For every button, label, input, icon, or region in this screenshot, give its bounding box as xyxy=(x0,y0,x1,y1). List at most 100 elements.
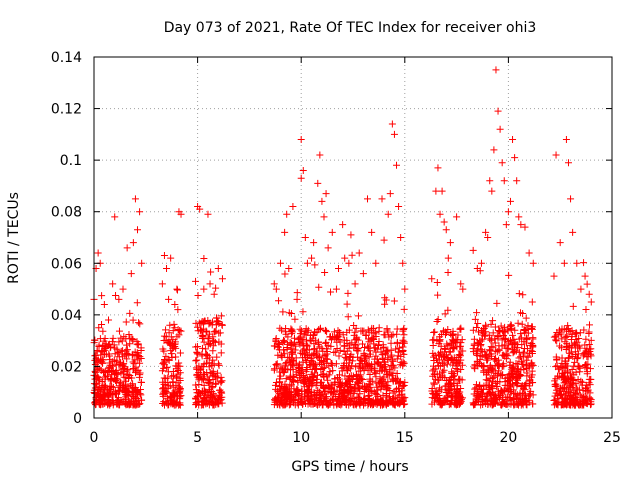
data-point-dense xyxy=(286,395,294,403)
data-point-dense xyxy=(288,330,296,338)
data-point-dense xyxy=(117,334,125,342)
data-point-dense xyxy=(568,366,576,374)
data-point-dense xyxy=(500,386,508,394)
data-point-dense xyxy=(517,358,525,366)
data-point-dense xyxy=(204,389,212,397)
data-point-dense xyxy=(470,335,478,343)
data-point-dense xyxy=(327,288,335,296)
data-point-dense xyxy=(386,387,394,395)
data-point-dense xyxy=(440,353,448,361)
data-point-dense xyxy=(107,376,115,384)
data-point-dense xyxy=(438,372,446,380)
data-point-dense xyxy=(96,399,104,407)
data-point-dense xyxy=(96,335,104,343)
data-point-dense xyxy=(165,401,173,409)
data-point-dense xyxy=(133,299,141,307)
data-point-dense xyxy=(280,394,288,402)
data-point-dense xyxy=(566,349,574,357)
data-point-dense xyxy=(357,357,365,365)
data-point-dense xyxy=(437,401,445,409)
data-point-dense xyxy=(586,365,594,373)
data-point xyxy=(328,228,336,236)
data-point-dense xyxy=(283,386,291,394)
data-point-dense xyxy=(107,390,115,398)
data-point-dense xyxy=(323,328,331,336)
data-point xyxy=(115,295,123,303)
data-point xyxy=(556,239,564,247)
data-point-dense xyxy=(512,359,520,367)
data-point-dense xyxy=(202,400,210,408)
data-point-dense xyxy=(316,389,324,397)
data-point xyxy=(316,151,324,159)
data-point-dense xyxy=(341,380,349,388)
data-point-dense xyxy=(469,399,477,407)
data-point-dense xyxy=(440,327,448,335)
data-point-dense xyxy=(583,345,591,353)
data-point-dense xyxy=(587,376,595,384)
data-point-dense xyxy=(585,329,593,337)
data-point-dense xyxy=(345,359,353,367)
data-point-dense xyxy=(447,379,455,387)
data-point-dense xyxy=(575,342,583,350)
data-point-dense xyxy=(287,373,295,381)
data-point-dense xyxy=(493,348,501,356)
data-point-dense xyxy=(192,400,200,408)
data-point-dense xyxy=(165,338,173,346)
data-point-dense xyxy=(125,375,133,383)
data-point xyxy=(308,254,316,262)
data-point xyxy=(517,221,525,229)
data-point-dense xyxy=(335,392,343,400)
data-point-dense xyxy=(309,373,317,381)
data-point-dense xyxy=(365,353,373,361)
data-point xyxy=(581,272,589,280)
data-point-dense xyxy=(454,368,462,376)
data-point-dense xyxy=(213,353,221,361)
data-point-dense xyxy=(554,372,562,380)
data-point-dense xyxy=(160,374,168,382)
x-tick-label: 10 xyxy=(292,430,310,446)
data-point-dense xyxy=(400,339,408,347)
data-point-dense xyxy=(177,327,185,335)
data-point-dense xyxy=(514,319,522,327)
data-point-dense xyxy=(502,336,510,344)
data-point xyxy=(473,264,481,272)
data-point-dense xyxy=(364,398,372,406)
data-point-dense xyxy=(489,366,497,374)
data-point-dense xyxy=(382,296,390,304)
data-point-dense xyxy=(581,397,589,405)
data-point-dense xyxy=(134,356,142,364)
data-point-dense xyxy=(431,328,439,336)
data-point-dense xyxy=(493,299,501,307)
data-point-dense xyxy=(102,343,110,351)
data-point-dense xyxy=(338,364,346,372)
data-point-dense xyxy=(486,390,494,398)
data-point-dense xyxy=(511,347,519,355)
data-point-dense xyxy=(388,351,396,359)
data-point xyxy=(111,213,119,221)
data-point-dense xyxy=(308,376,316,384)
data-point-dense xyxy=(570,362,578,370)
data-point xyxy=(569,228,577,236)
data-point-dense xyxy=(557,330,565,338)
data-point-dense xyxy=(321,339,329,347)
data-point-dense xyxy=(168,339,176,347)
data-point-dense xyxy=(327,342,335,350)
data-point xyxy=(494,107,502,115)
data-point-dense xyxy=(472,392,480,400)
data-point-dense xyxy=(203,351,211,359)
data-point-dense xyxy=(446,375,454,383)
data-point-dense xyxy=(109,334,117,342)
data-point xyxy=(196,205,204,213)
data-point-dense xyxy=(212,284,220,292)
data-point-dense xyxy=(551,381,559,389)
data-point-dense xyxy=(321,396,329,404)
data-point-dense xyxy=(368,334,376,342)
data-point-dense xyxy=(199,398,207,406)
data-point xyxy=(171,301,179,309)
data-point-dense xyxy=(400,400,408,408)
data-point-dense xyxy=(214,318,222,326)
data-point-dense xyxy=(307,354,315,362)
data-point-dense xyxy=(323,359,331,367)
data-point-dense xyxy=(514,379,522,387)
data-point-dense xyxy=(200,381,208,389)
